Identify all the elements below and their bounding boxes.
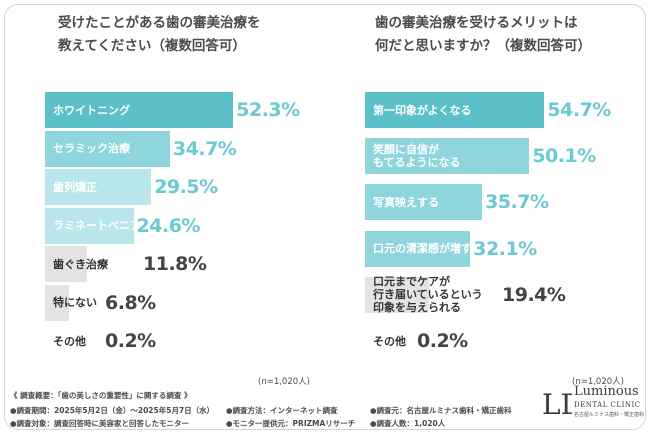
left-sample-note: (n=1,020人) <box>258 377 310 387</box>
bar-value-6: 0.2% <box>417 330 468 352</box>
bar-3 <box>365 184 483 221</box>
bar-label-line: 第一印象がよくなる <box>373 103 472 117</box>
bar-label-6: その他 <box>373 335 406 348</box>
bar-label-line: 特にない <box>53 296 97 309</box>
right-title-line-1: 歯の審美治療を受けるメリットは <box>375 15 578 31</box>
bar-label-line: セラミック治療 <box>53 142 130 155</box>
bar-value-2: 50.1% <box>532 145 596 168</box>
bar-label-line: 笑顔に自信が <box>373 143 439 157</box>
left-title-line-2: 教えてください（複数回答可） <box>58 38 246 54</box>
bar-label-6: 特にない <box>53 296 97 309</box>
bar-value-4: 24.6% <box>136 214 201 237</box>
bar-4 <box>45 207 134 244</box>
left-title-line-1: 受けたことがある歯の審美治療を <box>58 15 261 31</box>
bar-7 <box>45 323 46 359</box>
bar-label-3: 写真映えする <box>373 196 439 209</box>
clinic-logo-sub: DENTAL CLINIC <box>574 401 641 409</box>
bar-value-2: 34.7% <box>172 137 237 160</box>
survey-target: ●調査対象：調査回答時に美容家と回答したモニター <box>10 419 190 428</box>
bar-3 <box>45 169 152 205</box>
bar-label-line: 歯列矯正 <box>53 180 97 194</box>
bar-label-line: 行き届いているという <box>373 288 483 302</box>
bar-1 <box>45 92 234 128</box>
bar-5 <box>365 276 429 313</box>
bar-label-line: その他 <box>53 334 86 348</box>
bar-label-1: ホワイトニング <box>53 104 130 117</box>
bar-label-line: ホワイトニング <box>53 103 130 117</box>
bar-label-2: セラミック治療 <box>53 142 130 155</box>
bar-label-3: 歯列矯正 <box>53 181 97 194</box>
right-sample-note: (n=1,020人) <box>572 377 624 387</box>
bar-2 <box>365 138 530 175</box>
survey-method: ●調査方法：インターネット調査 <box>226 406 338 415</box>
survey-source: ●調査元：名古屋ルミナス歯科・矯正歯科 <box>370 406 512 415</box>
bar-label-line: もてるようになる <box>373 156 461 170</box>
bar-label-4: ラミネートベニア <box>53 219 141 232</box>
bar-label-line: 印象を与えられる <box>373 301 461 315</box>
bar-label-5: 歯ぐき治療 <box>53 258 108 271</box>
bar-6 <box>365 323 366 359</box>
bar-label-line: 口元の清潔感が増す <box>373 242 472 256</box>
bar-value-1: 52.3% <box>236 99 300 121</box>
bar-value-6: 6.8% <box>105 291 156 314</box>
bar-value-4: 32.1% <box>473 237 537 260</box>
left-chart-title: 受けたことがある歯の審美治療を 教えてください（複数回答可） <box>58 12 261 58</box>
bar-1 <box>365 92 545 128</box>
clinic-logo-tagline: 名古屋ルミナス歯科・矯正歯科 <box>574 412 645 418</box>
bar-label-5: 口元までケアが 行き届いているという 印象を与えられる <box>373 275 483 314</box>
survey-provider: ●モニター提供元：PRIZMAリサーチ <box>226 419 356 428</box>
bar-4 <box>365 230 471 267</box>
bar-label-line: ラミネートベニア <box>53 219 141 232</box>
right-chart-title: 歯の審美治療を受けるメリットは 何だと思いますか？（複数回答可） <box>375 12 591 58</box>
bar-value-1: 54.7% <box>547 99 611 121</box>
bar-label-4: 口元の清潔感が増す <box>373 242 472 255</box>
survey-count: ●調査人数：1,020人 <box>370 419 446 428</box>
bar-5 <box>45 246 88 282</box>
clinic-logo-name: Luminous <box>574 384 639 399</box>
bar-label-line: その他 <box>373 334 406 348</box>
bar-value-3: 29.5% <box>154 176 218 198</box>
bar-label-1: 第一印象がよくなる <box>373 104 471 117</box>
bar-label-line: 歯ぐき治療 <box>53 257 108 271</box>
clinic-logo-mark: LD <box>542 388 572 421</box>
bar-label-7: その他 <box>53 335 86 348</box>
bar-value-5: 11.8% <box>143 253 207 275</box>
bar-2 <box>45 130 170 167</box>
bar-value-3: 35.7% <box>485 191 549 214</box>
bar-label-line: 口元までケアが <box>373 275 450 289</box>
bar-value-5: 19.4% <box>502 283 566 306</box>
right-title-line-2: 何だと思いますか？（複数回答可） <box>375 38 591 54</box>
logo-mark-text: LD <box>542 388 572 421</box>
bar-value-7: 0.2% <box>105 330 156 352</box>
bar-label-2: 笑顔に自信が もてるようになる <box>373 143 461 169</box>
bar-label-line: 写真映えする <box>373 195 439 209</box>
bar-6 <box>45 284 70 321</box>
survey-period: ●調査期間：2025年5月2日（金）～2025年5月7日（水） <box>10 406 215 415</box>
survey-overview: 《 調査概要：「歯の美しさの重要性」に関する調査 》 <box>10 391 192 400</box>
